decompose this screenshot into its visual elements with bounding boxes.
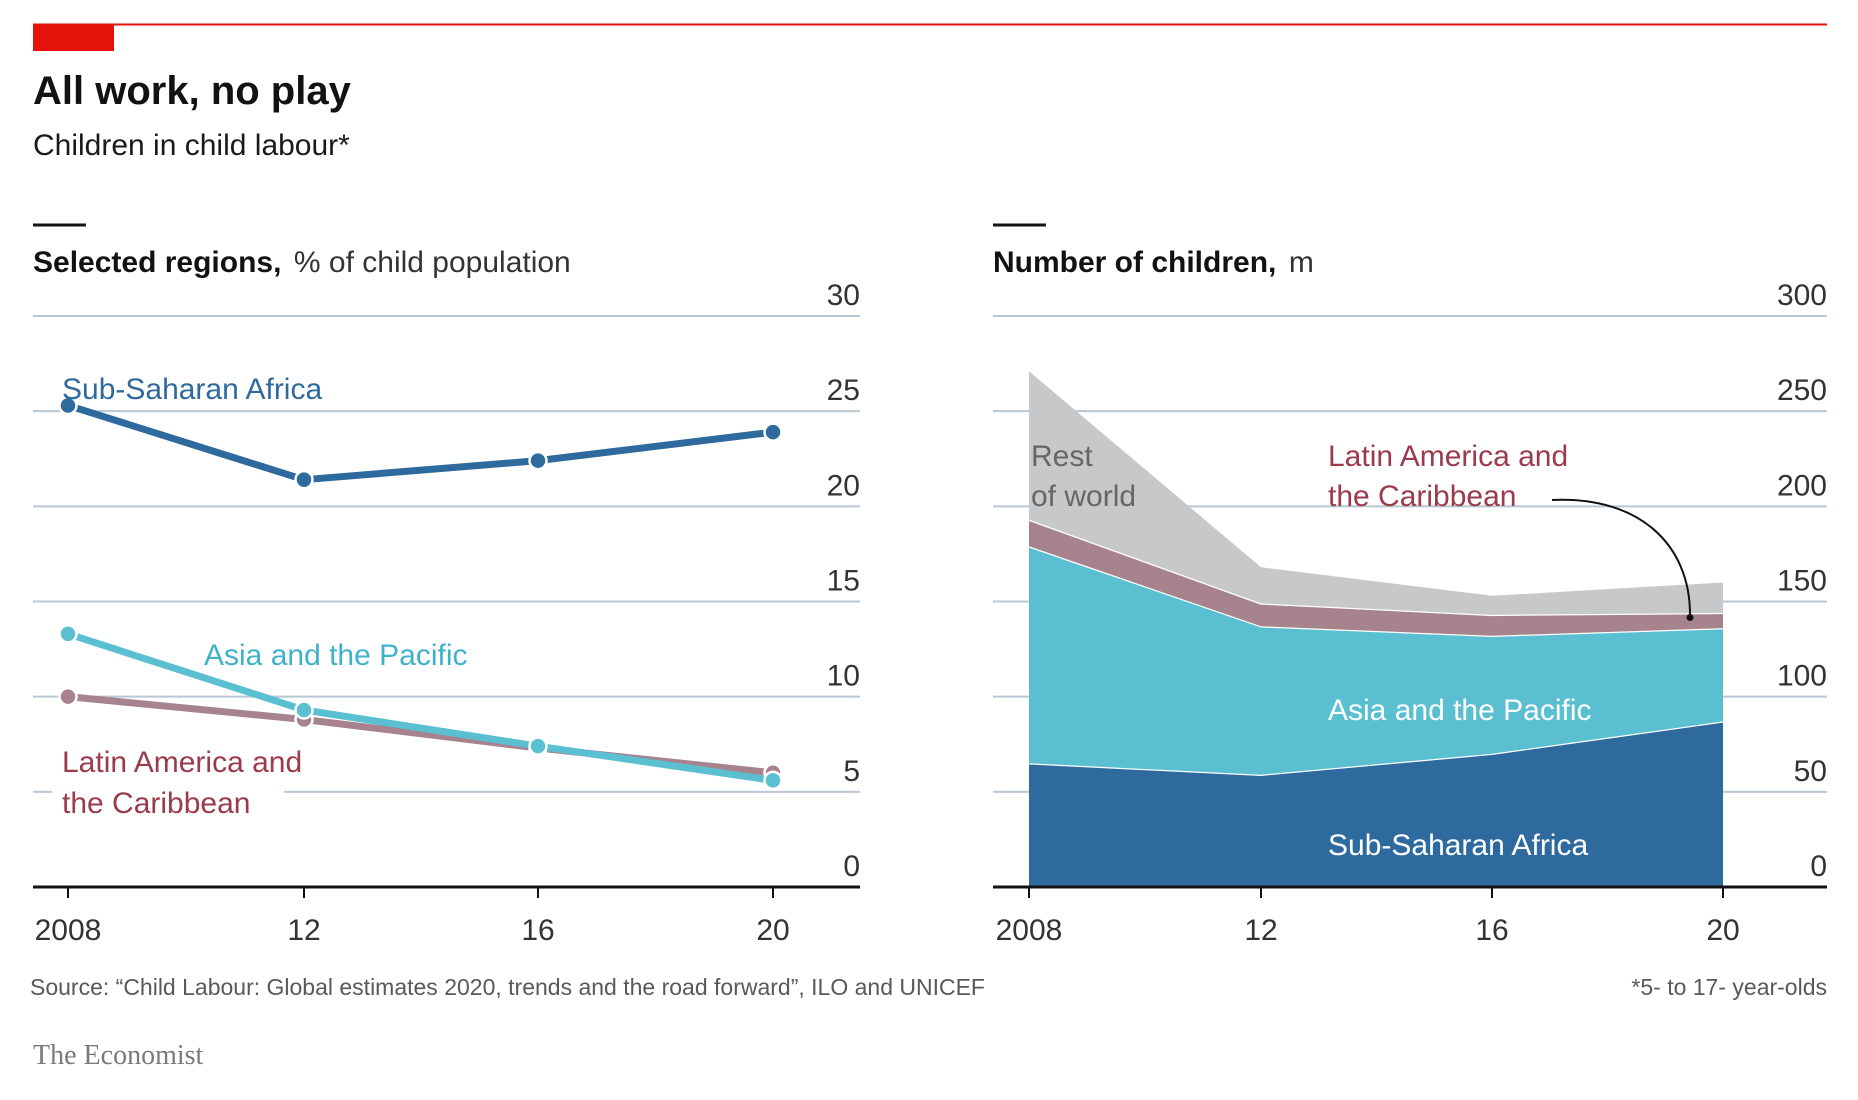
label-latin-america-line-2: the Caribbean: [62, 787, 250, 820]
right-x-tick-20: 20: [1706, 914, 1739, 947]
right-x-tick-12: 12: [1244, 914, 1277, 947]
left-y-tick-0: 0: [843, 850, 860, 883]
left-y-tick-25: 25: [827, 374, 860, 407]
right-y-tick-100: 100: [1777, 660, 1827, 693]
point-latin-america-and-the-caribbean-2008: [58, 686, 78, 707]
left-y-tick-30: 30: [827, 279, 860, 312]
area-latin-america-and-the-caribbean: [1029, 519, 1723, 636]
left-panel-title-unit: % of child population: [294, 246, 571, 279]
right-y-tick-300: 300: [1777, 279, 1827, 312]
point-sub-saharan-africa-2008: [58, 395, 78, 416]
point-sub-saharan-africa-16: [528, 450, 548, 471]
header-accent-tag: [33, 24, 114, 51]
right-y-tick-150: 150: [1777, 565, 1827, 598]
label-latin-america-background: [52, 742, 284, 820]
right-x-tick-16: 16: [1475, 914, 1508, 947]
area-label-rest-line-1: Rest: [1031, 440, 1093, 473]
point-asia-and-the-pacific-16: [528, 736, 548, 756]
area-sub-saharan-africa: [1029, 721, 1723, 887]
right-panel-title-unit: m: [1289, 246, 1314, 279]
left-y-tick-10: 10: [827, 660, 860, 693]
left-y-tick-15: 15: [827, 565, 860, 598]
left-panel-title: Selected regions, % of child population: [33, 246, 571, 279]
left-x-tick-2008: 2008: [35, 914, 102, 947]
right-y-tick-200: 200: [1777, 469, 1827, 502]
annotation-leader-line: [1551, 498, 1691, 615]
right-y-axis-ticks: 0 50 100 150 200 250 300: [1777, 279, 1827, 883]
left-series-labels: Sub-Saharan Africa Asia and the Pacific La…: [52, 373, 467, 820]
brand-logo: The Economist: [33, 1040, 204, 1071]
left-x-tick-20: 20: [756, 914, 789, 947]
footnote: *5- to 17- year-olds: [1631, 974, 1827, 1000]
label-sub-saharan-africa: Sub-Saharan Africa: [62, 373, 322, 406]
label-asia-and-the-pacific: Asia and the Pacific: [204, 639, 467, 672]
left-y-axis-ticks: 0 5 10 15 20 25 30: [827, 279, 860, 883]
right-stacked-areas: [1028, 371, 1724, 887]
point-asia-and-the-pacific-2008: [58, 624, 78, 644]
area-rest-of-world: [1029, 371, 1723, 615]
line-asia-and-the-pacific: [64, 630, 777, 784]
right-y-tick-50: 50: [1794, 755, 1827, 788]
left-series: [58, 395, 783, 791]
annotation-latin-america-line-1: Latin America and: [1328, 440, 1568, 473]
area-label-asia-and-the-pacific: Asia and the Pacific: [1328, 694, 1591, 727]
right-y-tick-250: 250: [1777, 374, 1827, 407]
area-label-rest-line-2: of world: [1031, 480, 1136, 513]
point-asia-and-the-pacific-12: [294, 700, 314, 720]
left-y-tick-5: 5: [843, 755, 860, 788]
point-sub-saharan-africa-20: [763, 422, 783, 442]
point-asia-and-the-pacific-20: [763, 770, 783, 791]
point-sub-saharan-africa-12: [294, 469, 314, 490]
area-asia-and-the-pacific: [1029, 546, 1723, 775]
right-y-tick-0: 0: [1810, 850, 1827, 883]
line-sub-saharan-africa: [64, 401, 777, 484]
left-x-axis: 2008 12 16 20: [33, 885, 860, 947]
left-panel-title-main: Selected regions,: [33, 246, 281, 279]
right-area-labels: Sub-Saharan Africa Asia and the Pacific Re…: [1031, 440, 1694, 862]
right-x-tick-2008: 2008: [996, 914, 1063, 947]
chart-subtitle: Children in child labour*: [33, 129, 350, 162]
chart-title: All work, no play: [33, 69, 352, 113]
right-x-axis: 2008 12 16 20: [993, 885, 1827, 947]
area-label-sub-saharan-africa: Sub-Saharan Africa: [1328, 829, 1588, 862]
annotation-leader-dot: [1686, 614, 1694, 622]
right-panel-title-main: Number of children,: [993, 246, 1276, 279]
right-panel-title: Number of children, m: [993, 246, 1314, 279]
left-x-tick-16: 16: [521, 914, 554, 947]
left-y-tick-20: 20: [827, 469, 860, 502]
label-latin-america-line-1: Latin America and: [62, 746, 302, 779]
left-x-tick-12: 12: [287, 914, 320, 947]
annotation-latin-america-line-2: the Caribbean: [1328, 480, 1516, 513]
source-note: Source: “Child Labour: Global estimates …: [30, 974, 985, 1000]
